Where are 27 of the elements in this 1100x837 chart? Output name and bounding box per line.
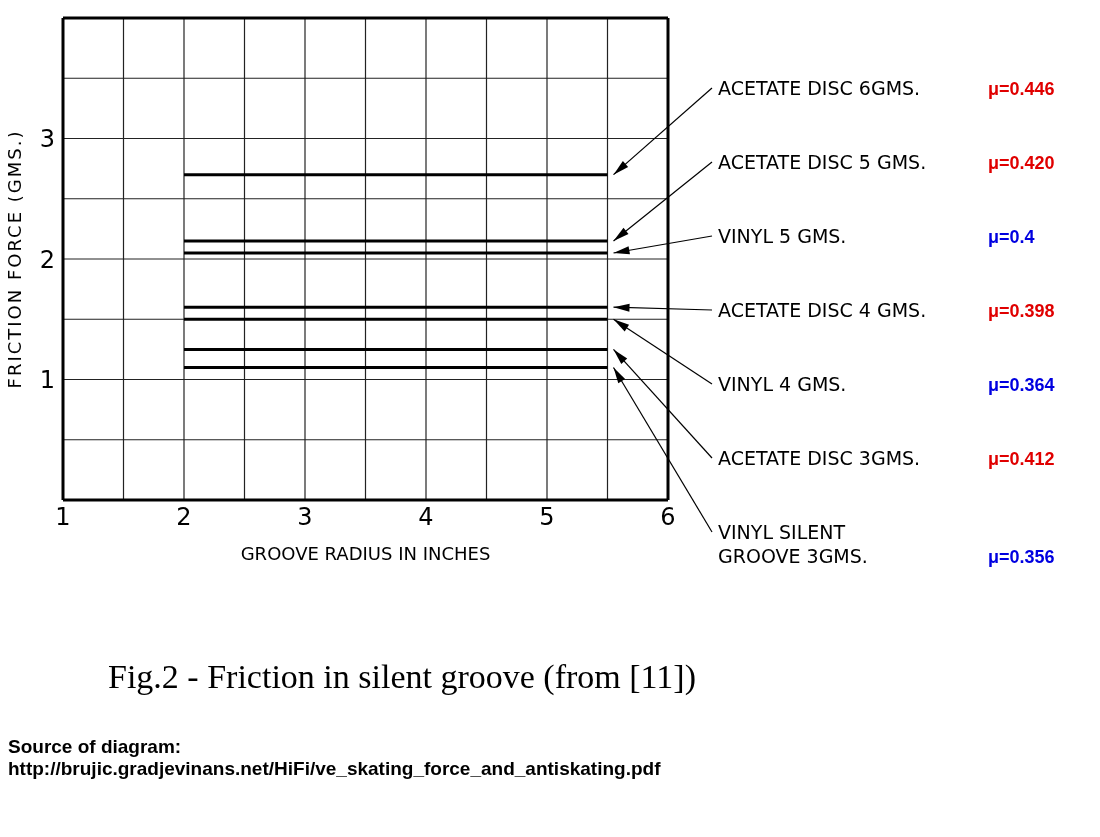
text: ACETATE DISC 5 GMS. <box>718 151 927 173</box>
y-tick-label: 3 <box>39 125 55 154</box>
source-note: Source of diagram: <box>8 736 183 758</box>
text: VINYL 5 GMS. <box>718 225 847 247</box>
x-tick-label: 2 <box>176 503 192 532</box>
text: μ=0.4 <box>988 227 1035 247</box>
text: μ=0.412 <box>988 449 1055 469</box>
text: μ=0.398 <box>988 301 1055 321</box>
x-axis-title: GROOVE RADIUS IN INCHES <box>240 543 491 564</box>
text: μ=0.364 <box>988 375 1055 395</box>
text: μ=0.356 <box>988 547 1055 567</box>
text: ACETATE DISC 4 GMS. <box>718 299 927 321</box>
x-tick-label: 3 <box>297 503 313 532</box>
text: VINYL 4 GMS. <box>718 373 847 395</box>
text: Fig.2 - Friction in silent groove (from [11]) <box>108 658 697 696</box>
text: http://brujic.gradjevinans.net/HiFi/ve_skating_force_and_antiskating.pdf <box>8 758 662 780</box>
y-tick-label: 2 <box>39 245 55 274</box>
y-axis-title: FRICTION FORCE (GMS.) <box>4 129 25 389</box>
text: ACETATE DISC 3GMS. <box>718 447 921 469</box>
text: ACETATE DISC 6GMS. <box>718 77 921 99</box>
x-tick-label: 5 <box>539 503 555 532</box>
text: VINYL SILENT GROOVE 3GMS. <box>718 521 868 567</box>
x-tick-label: 6 <box>660 503 676 532</box>
text: μ=0.446 <box>988 79 1055 99</box>
x-tick-label: 4 <box>418 503 434 532</box>
y-tick-label: 1 <box>39 366 55 395</box>
text: μ=0.420 <box>988 153 1055 173</box>
